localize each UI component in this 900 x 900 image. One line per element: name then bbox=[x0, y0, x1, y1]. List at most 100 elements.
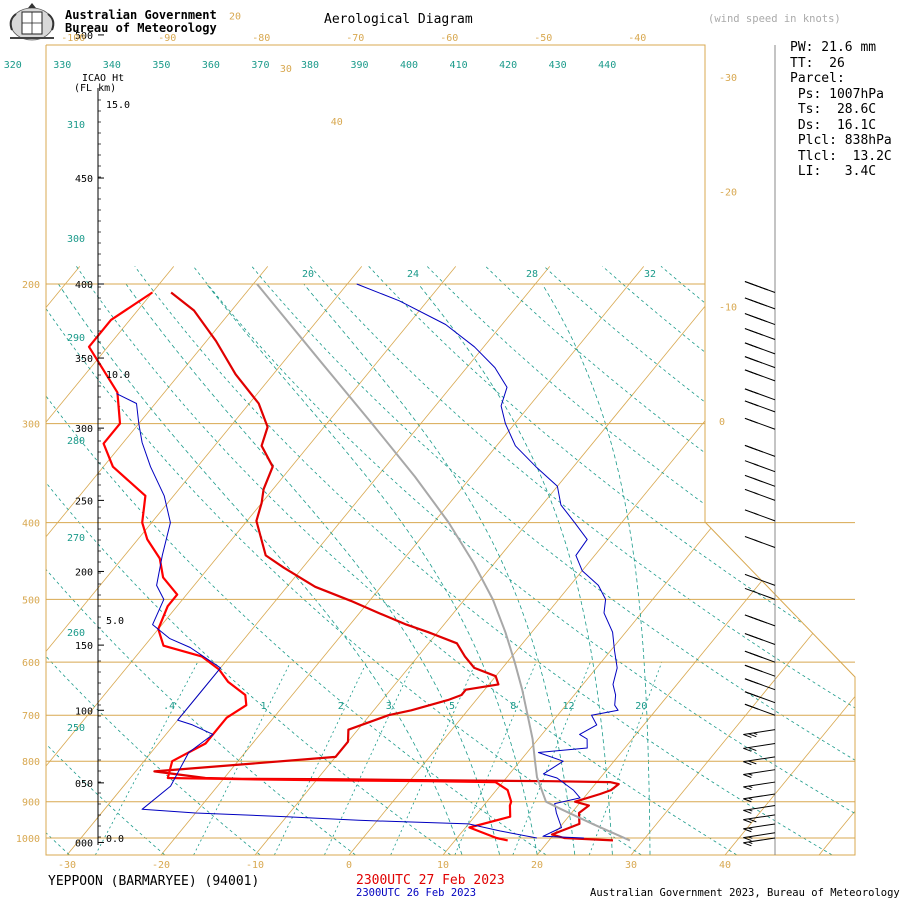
isotherm-line bbox=[66, 266, 551, 855]
sounding-time-primary: 2300UTC 27 Feb 2023 bbox=[356, 873, 505, 888]
sounding-time-secondary: 2300UTC 26 Feb 2023 bbox=[356, 887, 476, 899]
isotherm-lines bbox=[46, 266, 855, 855]
flight-level-label: 000 bbox=[75, 838, 93, 849]
dry-adiabat-line bbox=[46, 266, 261, 855]
trace-parcel bbox=[256, 283, 631, 842]
isotherm-line bbox=[536, 266, 855, 855]
parcel-surface-pressure: Ps: 1007hPa bbox=[790, 86, 884, 102]
wind-barb bbox=[744, 614, 776, 627]
temperature-tick-label: -20 bbox=[719, 188, 737, 199]
isotherm-line bbox=[724, 266, 855, 855]
dry-adiabat-line bbox=[426, 266, 855, 855]
potential-temperature-label: 360 bbox=[202, 60, 220, 71]
mixing-ratio-label: 1 bbox=[260, 701, 266, 712]
parcel-surface-dewpoint: Ds: 16.1C bbox=[790, 117, 877, 133]
wind-barb bbox=[743, 814, 776, 824]
flight-level-label: 200 bbox=[75, 567, 93, 578]
altitude-scale-units: (FL km) bbox=[74, 83, 116, 94]
trace-temperature bbox=[153, 291, 620, 842]
wind-barb bbox=[744, 664, 776, 677]
potential-temperature-label: 430 bbox=[549, 60, 567, 71]
parcel-info-panel: PW: 21.6 mm TT: 26 Parcel: Ps: 1007hPa Ts:… bbox=[790, 40, 892, 180]
bom-crest-logo bbox=[9, 3, 55, 41]
lifted-index: LI: 3.4C bbox=[790, 164, 877, 179]
isotherm-line bbox=[46, 266, 363, 855]
flight-level-label: 050 bbox=[75, 779, 93, 790]
dry-adiabat-line bbox=[368, 266, 855, 855]
moist-adiabat-line bbox=[125, 283, 500, 855]
potential-temperature-label: 300 bbox=[67, 234, 85, 245]
pressure-tick-label: 700 bbox=[22, 711, 40, 722]
dry-adiabat-line bbox=[251, 266, 855, 855]
potential-temperature-label: 410 bbox=[450, 60, 468, 71]
potential-temperature-label: 330 bbox=[53, 60, 71, 71]
potential-temperature-label: 400 bbox=[400, 60, 418, 71]
moist-adiabat-line bbox=[541, 283, 651, 855]
pressure-tick-label: 500 bbox=[22, 595, 40, 606]
potential-temperature-label: 310 bbox=[67, 120, 85, 131]
altitude-km-label: 5.0 bbox=[106, 616, 124, 627]
temperature-tick-label: -90 bbox=[158, 33, 176, 44]
dry-adiabat-line bbox=[46, 266, 451, 855]
mixing-ratio-label: 12 bbox=[562, 701, 574, 712]
flight-level-label: 250 bbox=[75, 496, 93, 507]
trace-temperature bbox=[356, 283, 619, 839]
precipitable-water: PW: 21.6 mm bbox=[790, 40, 877, 55]
wind-barb bbox=[744, 703, 776, 716]
temperature-tick-label: -100 bbox=[61, 33, 85, 44]
pressure-tick-label: 800 bbox=[22, 757, 40, 768]
temperature-tick-label: 40 bbox=[331, 117, 343, 128]
temperature-tick-label: -30 bbox=[719, 73, 737, 84]
moist-adiabat-line bbox=[58, 283, 463, 855]
dry-adiabat-line bbox=[777, 265, 855, 855]
diagram-title: Aerological Diagram bbox=[324, 12, 473, 27]
dry-adiabat-line bbox=[485, 266, 855, 855]
potential-temperature-label: 380 bbox=[301, 60, 319, 71]
wind-barb bbox=[744, 650, 776, 663]
moist-adiabat-label: 24 bbox=[407, 269, 419, 280]
temperature-tick-label: 20 bbox=[531, 860, 543, 871]
isotherm-line bbox=[160, 266, 645, 855]
temperature-tick-label: 40 bbox=[719, 860, 731, 871]
total-totals: TT: 26 bbox=[790, 55, 845, 71]
parcel-lcl-temp: Tlcl: 13.2C bbox=[790, 148, 892, 164]
potential-temperature-label: 250 bbox=[67, 723, 85, 734]
mixing-ratio-line bbox=[390, 662, 477, 855]
moist-adiabat-label: 32 bbox=[644, 269, 656, 280]
mixing-ratio-label: 5 bbox=[449, 701, 455, 712]
altitude-km-label: 0.0 bbox=[106, 834, 124, 845]
parcel-surface-temp: Ts: 28.6C bbox=[790, 102, 877, 117]
dry-adiabat-line bbox=[76, 266, 737, 855]
wind-barb bbox=[744, 417, 776, 430]
pressure-tick-label: 200 bbox=[22, 280, 40, 291]
wind-barb-column bbox=[743, 45, 776, 855]
moist-adiabat-label: 20 bbox=[302, 269, 314, 280]
temperature-tick-label: -20 bbox=[152, 860, 170, 871]
altitude-km-label: 15.0 bbox=[106, 100, 130, 111]
wind-barb bbox=[744, 474, 776, 487]
wind-barb bbox=[744, 633, 776, 645]
temperature-tick-label: -60 bbox=[440, 33, 458, 44]
wind-barb bbox=[744, 509, 776, 522]
mixing-ratio-label: 20 bbox=[635, 701, 647, 712]
potential-temperature-label: 390 bbox=[350, 60, 368, 71]
pressure-tick-label: 300 bbox=[22, 420, 40, 431]
temperature-tick-label: -10 bbox=[719, 302, 737, 313]
wind-barb bbox=[744, 356, 776, 369]
wind-barb bbox=[744, 313, 776, 326]
moist-adiabat-line bbox=[206, 283, 538, 855]
mixing-ratio-line bbox=[193, 661, 291, 855]
isotherm-line bbox=[818, 266, 855, 855]
moist-adiabat-line bbox=[303, 283, 576, 855]
wind-barb bbox=[743, 793, 776, 803]
trace-dewpoint bbox=[87, 291, 513, 842]
org-name-line2: Bureau of Meteorology bbox=[65, 21, 217, 35]
moist-adiabat-lines bbox=[58, 283, 651, 855]
wind-barb bbox=[744, 587, 776, 600]
isotherm-line bbox=[348, 266, 833, 855]
dry-adiabat-line bbox=[192, 266, 855, 855]
dry-adiabat-line bbox=[309, 266, 855, 855]
temperature-tick-label: 30 bbox=[280, 64, 292, 75]
